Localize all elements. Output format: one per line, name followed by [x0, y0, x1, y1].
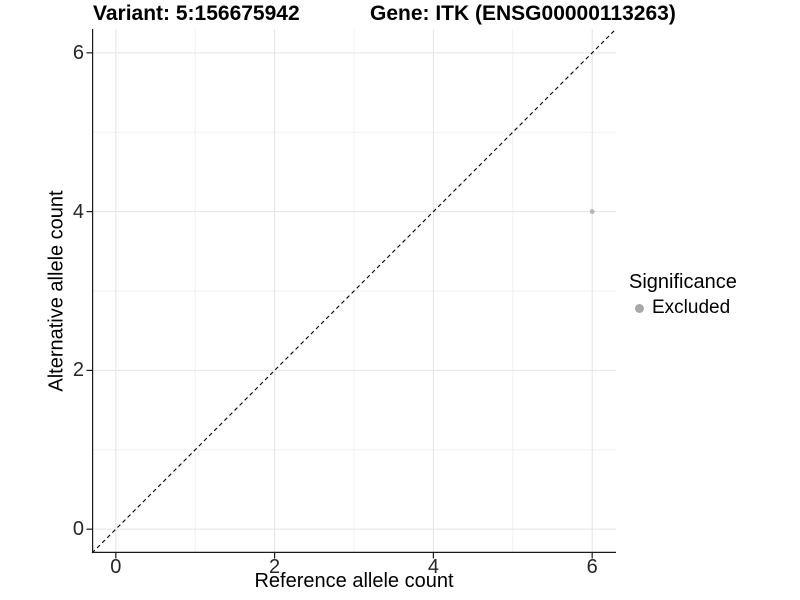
plot-panel: 0 0 2 2 4 4 6 6: [73, 28, 617, 578]
y-tick-label: 6: [72, 41, 84, 64]
plot-svg: [86, 28, 617, 559]
x-tick-label: 4: [427, 556, 439, 578]
y-tick-label: 2: [72, 359, 84, 382]
x-tick-label: 0: [110, 556, 122, 578]
y-tick-label: 0: [72, 518, 84, 541]
plot-title-variant: Variant: 5:156675942: [93, 2, 300, 25]
x-tick-label: 6: [586, 556, 598, 578]
y-tick-label: 4: [72, 200, 84, 223]
legend-point-icon: [635, 303, 644, 313]
legend-item-excluded: Excluded: [629, 297, 737, 319]
legend-title: Significance: [629, 271, 737, 293]
x-axis-title: Reference allele count: [254, 570, 454, 592]
plot-title-gene: Gene: ITK (ENSG00000113263): [370, 2, 676, 25]
x-tick-label: 2: [269, 556, 281, 578]
legend: Significance Excluded: [629, 271, 737, 319]
legend-item-label: Excluded: [652, 297, 731, 318]
y-axis-title: Alternative allele count: [45, 190, 68, 392]
